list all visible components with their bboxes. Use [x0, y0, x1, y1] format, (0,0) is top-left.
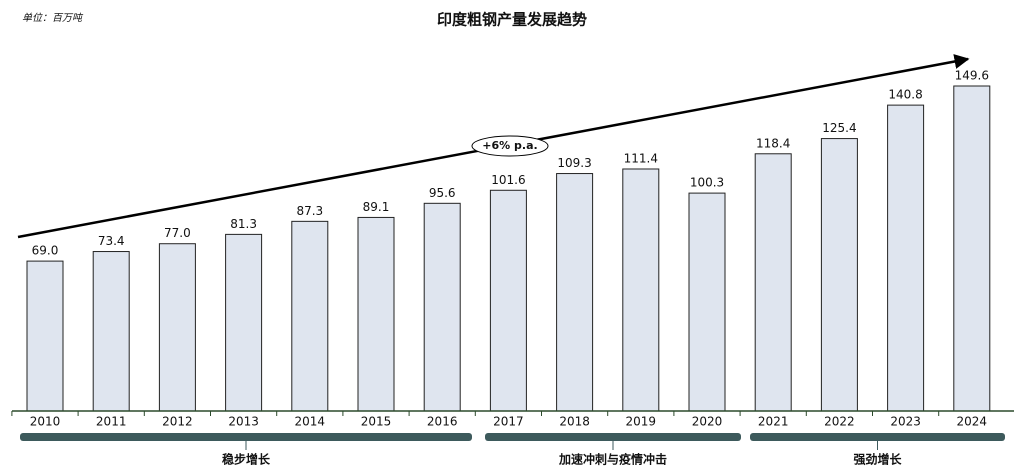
x-tick-label: 2024	[957, 415, 988, 429]
value-label: 89.1	[363, 200, 390, 214]
value-label: 101.6	[491, 173, 525, 187]
x-tick-label: 2020	[692, 415, 723, 429]
bar	[423, 202, 461, 412]
annotation-oval	[471, 135, 549, 157]
bar	[489, 189, 527, 412]
bar	[357, 216, 395, 412]
bar	[622, 168, 660, 412]
x-tick-label: 2023	[890, 415, 921, 429]
phase-bar	[750, 433, 1005, 441]
value-label: 100.3	[690, 176, 724, 190]
value-label: 81.3	[230, 217, 257, 231]
value-label: 118.4	[756, 136, 790, 150]
phase-bar	[485, 433, 741, 441]
x-tick-label: 2015	[361, 415, 392, 429]
phase-bar	[20, 433, 472, 441]
x-tick-label: 2013	[228, 415, 259, 429]
bar	[953, 85, 991, 412]
value-label: 149.6	[955, 69, 989, 83]
bar	[291, 220, 329, 412]
annotation: +6% p.a.	[482, 139, 537, 152]
value-label: 69.0	[32, 244, 59, 258]
phase-label: 强劲增长	[853, 452, 902, 467]
value-label: 95.6	[429, 186, 456, 200]
bar	[26, 260, 64, 412]
phase-label: 加速冲刺与疫情冲击	[558, 452, 667, 467]
value-label: 140.8	[888, 88, 922, 102]
bar	[820, 138, 858, 412]
x-tick-label: 2016	[427, 415, 458, 429]
bar	[688, 192, 726, 412]
value-label: 125.4	[822, 121, 856, 135]
value-label: 109.3	[557, 156, 591, 170]
x-tick-label: 2019	[626, 415, 657, 429]
x-tick-label: 2012	[162, 415, 193, 429]
x-tick-label: 2021	[758, 415, 789, 429]
bar	[556, 173, 594, 412]
value-label: 87.3	[296, 204, 323, 218]
unit-note: 单位：百万吨	[22, 12, 84, 24]
x-tick-label: 2018	[559, 415, 590, 429]
x-tick-label: 2022	[824, 415, 855, 429]
x-tick-label: 2014	[295, 415, 326, 429]
x-tick-label: 2010	[30, 415, 61, 429]
bar	[92, 251, 130, 412]
bar	[754, 153, 792, 412]
phase-label: 稳步增长	[222, 452, 271, 467]
value-label: 77.0	[164, 226, 191, 240]
bars	[26, 85, 991, 412]
bar	[225, 233, 263, 412]
bar	[158, 243, 196, 412]
value-label: 111.4	[624, 151, 658, 165]
x-tick-label: 2017	[493, 415, 524, 429]
bar	[887, 104, 925, 412]
value-label: 73.4	[98, 234, 125, 248]
chart-title: 印度粗钢产量发展趋势	[437, 11, 587, 29]
x-tick-label: 2011	[96, 415, 127, 429]
